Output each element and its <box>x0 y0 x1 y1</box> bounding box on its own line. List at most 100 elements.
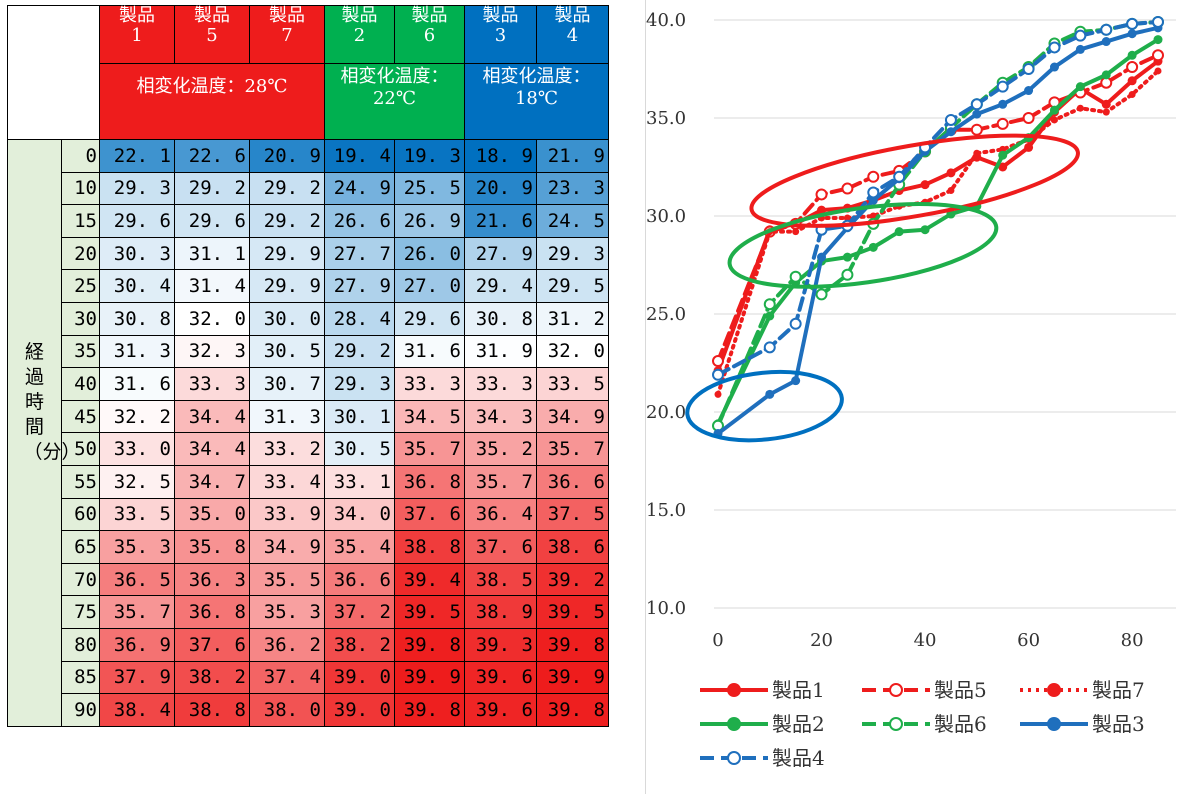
y-tick-label: 15.0 <box>646 500 686 521</box>
temperature-cell: 37. 5 <box>536 497 609 532</box>
temperature-cell: 39. 5 <box>536 595 609 629</box>
time-cell: 35 <box>61 334 100 369</box>
data-point <box>1153 35 1163 45</box>
data-point <box>1152 15 1164 28</box>
highlight-ellipse <box>749 133 1080 228</box>
data-point <box>1127 50 1137 60</box>
y-tick-label: 20.0 <box>646 402 686 423</box>
temperature-cell: 29. 3 <box>99 171 175 206</box>
temperature-cell: 39. 6 <box>464 660 537 695</box>
temperature-cell: 37. 2 <box>324 595 395 629</box>
temperature-cell: 20. 9 <box>249 139 325 173</box>
temperature-cell: 33. 5 <box>99 497 175 532</box>
data-point <box>944 113 957 126</box>
table-row: 50 33. 0 34. 4 33. 2 30. 5 35. 7 35. 2 35. 7 <box>8 432 609 466</box>
temperature-cell: 27. 9 <box>464 236 537 271</box>
data-point <box>1126 61 1139 74</box>
temperature-cell: 33. 1 <box>324 464 395 499</box>
data-point <box>789 317 802 330</box>
temperature-cell: 30. 5 <box>249 334 325 369</box>
elapsed-time-label-text: 経過時間（分） <box>23 341 81 464</box>
data-point <box>1074 29 1087 42</box>
table-row: 45 32. 2 34. 4 31. 3 30. 1 34. 5 34. 3 34. 9 <box>8 399 609 434</box>
table-row: 90 38. 4 38. 8 38. 0 39. 0 39. 8 39. 6 39. 8 <box>8 693 609 727</box>
temperature-cell: 36. 6 <box>324 562 395 597</box>
data-point <box>996 80 1009 93</box>
temperature-cell: 23. 3 <box>536 171 609 206</box>
table-row: 経過時間（分） 0 22. 1 22. 6 20. 9 19. 4 19. 3 18. 9 21… <box>7 139 609 727</box>
data-point <box>817 252 827 262</box>
time-cell: 25 <box>61 269 100 303</box>
data-point <box>817 205 827 215</box>
temperature-cell: 36. 4 <box>464 497 537 532</box>
data-point <box>1022 63 1035 75</box>
table-row: 30 30. 8 32. 0 30. 0 28. 4 29. 6 30. 8 31. 2 <box>8 301 609 336</box>
temperature-cell: 22. 1 <box>99 139 175 173</box>
temperature-cell: 32. 0 <box>174 301 250 336</box>
data-point <box>1102 108 1110 116</box>
temperature-cell: 39. 9 <box>536 660 609 695</box>
temperature-cell: 30. 1 <box>324 399 395 434</box>
temperature-cell: 34. 7 <box>174 464 250 499</box>
temperature-cell: 27. 9 <box>324 269 395 303</box>
data-point <box>763 341 776 354</box>
temperature-cell: 21. 6 <box>464 204 537 238</box>
data-point <box>843 214 851 222</box>
temperature-cell: 33. 3 <box>464 367 537 401</box>
temperature-cell: 35. 7 <box>99 595 175 629</box>
temperature-cell: 32. 2 <box>99 399 175 434</box>
temperature-cell: 33. 3 <box>174 367 250 401</box>
data-point <box>765 389 775 399</box>
temperature-cell: 35. 7 <box>464 464 537 499</box>
temperature-cell: 19. 4 <box>324 139 395 173</box>
temperature-table: 製品 1 製品 5 製品 7 製品 2 製品 6 製品 3 製品 4 相変化温度：28℃ 相変化… <box>7 5 609 727</box>
temperature-cell: 34. 4 <box>174 399 250 434</box>
temperature-cell: 29. 2 <box>174 171 250 206</box>
data-point <box>714 390 722 398</box>
legend-marker <box>889 717 903 731</box>
data-point <box>970 98 983 111</box>
x-tick-label: 60 <box>1017 630 1040 651</box>
temperature-cell: 20. 9 <box>464 171 537 206</box>
panel-divider <box>645 0 646 794</box>
legend-label: 製品2 <box>772 712 825 736</box>
product-header: 製品 3 <box>464 5 537 64</box>
data-point <box>973 149 981 157</box>
table-corner-cell <box>7 5 100 140</box>
x-tick-label: 40 <box>914 630 937 651</box>
temperature-cell: 26. 6 <box>324 204 395 238</box>
temperature-cell: 31. 6 <box>99 367 175 401</box>
table-row: 85 37. 9 38. 2 37. 4 39. 0 39. 9 39. 6 39. 9 <box>8 660 609 695</box>
data-point <box>972 109 982 119</box>
series-line-製品7 <box>716 68 1160 397</box>
temperature-cell: 35. 7 <box>536 432 609 466</box>
temperature-cell: 32. 5 <box>99 464 175 499</box>
table-row: 40 31. 6 33. 3 30. 7 29. 3 33. 3 33. 3 33. 5 <box>8 367 609 401</box>
temperature-cell: 36. 3 <box>174 562 250 597</box>
temperature-cell: 31. 6 <box>394 334 465 369</box>
data-point <box>712 368 724 381</box>
data-point <box>998 99 1008 109</box>
table-row: 75 35. 7 36. 8 35. 3 37. 2 39. 5 38. 9 39. 5 <box>8 595 609 629</box>
temperature-cell: 37. 6 <box>394 497 465 532</box>
data-point <box>998 162 1008 172</box>
y-tick-label: 40.0 <box>646 10 686 31</box>
y-tick-label: 30.0 <box>646 206 686 227</box>
temperature-cell: 29. 3 <box>324 367 395 401</box>
temperature-cell: 29. 2 <box>324 334 395 369</box>
temperature-cell: 31. 2 <box>536 301 609 336</box>
data-point <box>841 182 854 195</box>
temperature-cell: 29. 2 <box>249 171 325 206</box>
temperature-line-chart: 10.0 15.0 20.0 25.0 30.0 35.0 40.0 0 20 40 60 80 製品1… <box>646 10 1176 770</box>
data-point <box>792 228 800 236</box>
temperature-cell: 33. 9 <box>249 497 325 532</box>
table-row: 10 29. 3 29. 2 29. 2 24. 9 25. 5 20. 9 23. 3 <box>8 171 609 206</box>
data-point <box>946 127 956 137</box>
temperature-cell: 39. 3 <box>464 627 537 662</box>
data-point <box>1075 44 1085 54</box>
legend-label: 製品5 <box>934 678 987 702</box>
time-cell: 80 <box>61 627 100 662</box>
temperature-cell: 38. 0 <box>249 693 325 727</box>
data-point <box>1024 142 1034 152</box>
temperature-cell: 38. 9 <box>464 595 537 629</box>
